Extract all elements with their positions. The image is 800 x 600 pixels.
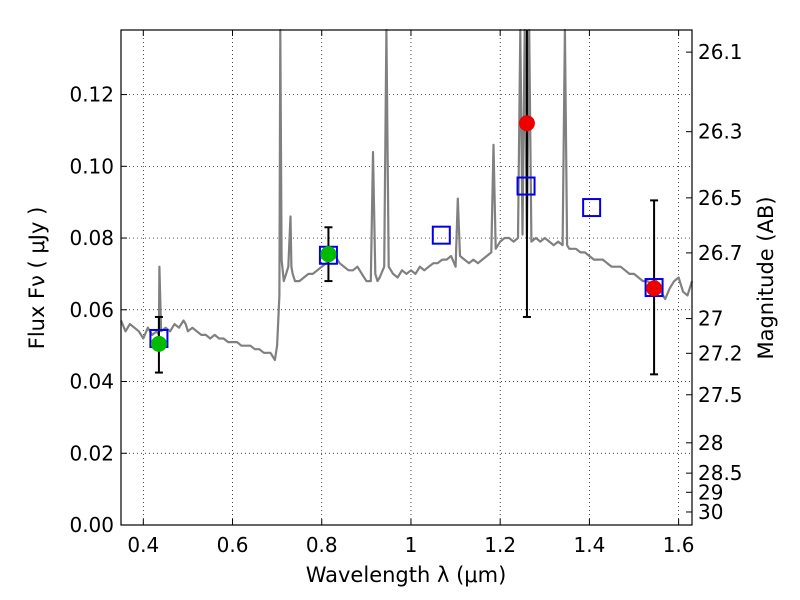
y-tick-label: 0.02 [69, 441, 114, 465]
y-tick-label: 0.12 [69, 83, 114, 107]
y-tick-label: 0.08 [69, 226, 114, 250]
mag-tick-label: 27 [698, 307, 723, 331]
x-tick-label: 1.4 [573, 533, 605, 557]
model-flux-square [516, 176, 536, 196]
axis-ticks: 0.4 0.6 0.8 1 1.2 1.4 1.6 0.00 0.02 0.04 0.06 0.08 0… [69, 30, 743, 557]
mag-tick-label: 26.1 [698, 40, 743, 64]
right-axis-label: Magnitude (AB) [754, 196, 778, 359]
y-axis-label: Flux Fν ( μJy ) [25, 207, 49, 350]
mag-tick-label: 26.3 [698, 120, 743, 144]
x-tick-label: 0.4 [127, 533, 159, 557]
model-flux-square [431, 225, 451, 245]
observed-flux-point [320, 246, 337, 263]
y-tick-label: 0.10 [69, 154, 114, 178]
grid-lines [121, 30, 692, 526]
observed-flux-point [518, 115, 535, 132]
mag-tick-label: 26.7 [698, 241, 743, 265]
x-tick-label: 0.6 [217, 533, 249, 557]
mag-tick-label: 27.5 [698, 383, 743, 407]
y-tick-label: 0.06 [69, 298, 114, 322]
y-tick-label: 0.00 [69, 513, 114, 537]
observed-flux-point [646, 280, 663, 297]
observed-points-layer [150, 115, 663, 352]
mag-tick-label: 27.2 [698, 341, 743, 365]
x-tick-label: 0.8 [306, 533, 338, 557]
model-spectrum-line [119, 28, 694, 362]
x-tick-label: 1 [405, 533, 418, 557]
mag-tick-label: 29 [698, 480, 723, 504]
x-axis-label: Wavelength λ (μm) [306, 563, 507, 587]
model-flux-square [582, 198, 602, 218]
observed-flux-point [150, 335, 167, 352]
x-tick-label: 1.6 [663, 533, 695, 557]
mag-tick-label: 30 [698, 500, 723, 524]
x-tick-label: 1.2 [484, 533, 516, 557]
model-squares-layer [149, 176, 664, 348]
mag-tick-label: 28 [698, 431, 723, 455]
mag-tick-label: 26.5 [698, 186, 743, 210]
plot-frame [120, 29, 693, 526]
model-spectrum-layer [119, 28, 694, 362]
mag-tick-label: 28.5 [698, 461, 743, 485]
y-tick-label: 0.04 [69, 370, 114, 394]
